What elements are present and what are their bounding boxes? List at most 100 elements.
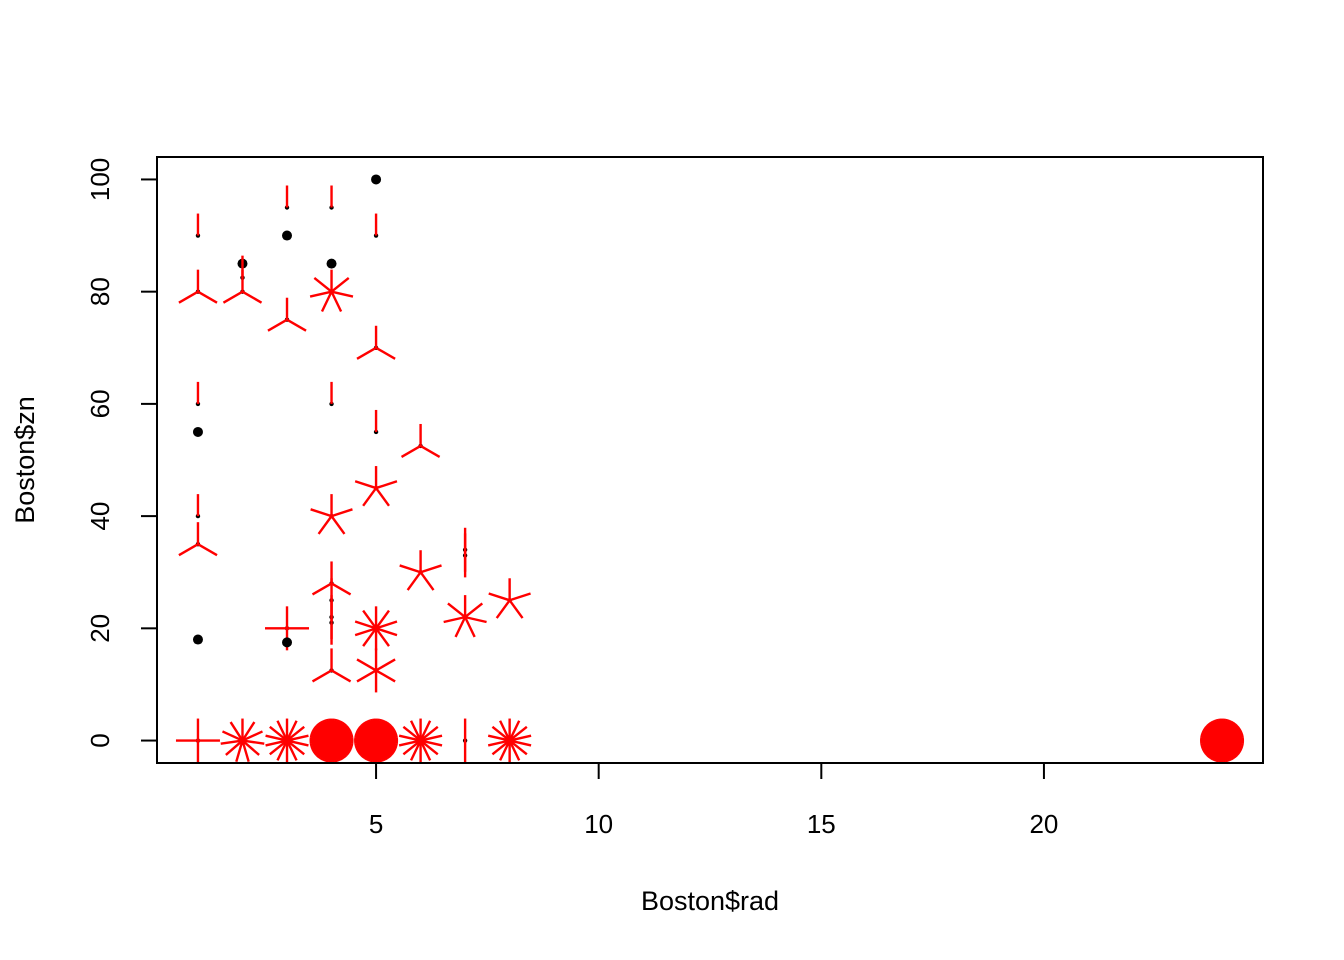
y-tick-label: 60 — [85, 389, 115, 418]
sunflower-point — [267, 297, 307, 332]
sunflower-petal — [419, 720, 432, 742]
sunflower-point — [354, 718, 399, 763]
sunflower-petal — [1220, 718, 1226, 741]
sunflower-petal — [375, 627, 390, 647]
sunflower-petal — [509, 739, 532, 747]
sunflower-petal — [178, 543, 199, 557]
sunflower-petal — [265, 734, 288, 742]
sunflower-petal — [362, 627, 378, 647]
sunflower-petal — [409, 720, 422, 742]
sunflower-petal — [330, 277, 350, 293]
sunflower-petal — [491, 725, 511, 742]
data-marks-group — [175, 174, 1245, 763]
sunflower-petal — [235, 740, 244, 763]
sunflower-petal — [402, 725, 422, 742]
sunflower-petal — [400, 444, 422, 459]
x-axis-label: Boston$rad — [641, 886, 779, 916]
sunflower-petal — [402, 739, 422, 756]
sunflower-petal — [495, 599, 511, 619]
sunflower-petal — [320, 291, 333, 313]
sunflower-petal — [241, 740, 250, 763]
sunflower-point — [282, 637, 293, 648]
sunflower-petal — [229, 721, 244, 742]
sunflower-petal — [488, 592, 511, 602]
sunflower-point — [192, 426, 203, 437]
sunflower-petal — [356, 346, 377, 360]
sunflower-petal — [420, 564, 442, 574]
sunflower-point — [329, 185, 334, 210]
sunflower-point — [398, 718, 443, 763]
sunflower-petal — [330, 291, 343, 313]
sunflower-point — [178, 269, 218, 304]
sunflower-petal — [375, 627, 398, 637]
x-tick-label: 10 — [584, 809, 613, 839]
sunflower-point — [282, 230, 293, 241]
sunflower-point — [175, 718, 220, 763]
sunflower-petal — [454, 616, 467, 638]
sunflower-point — [195, 381, 201, 407]
sunflower-petal — [508, 739, 528, 756]
sunflower-petal — [356, 669, 377, 683]
sunflower-petal — [375, 487, 390, 507]
sunflower-petal — [362, 609, 378, 630]
sunflower-petal — [241, 730, 263, 742]
sunflower-petal — [225, 739, 244, 756]
sunflower-point — [311, 648, 352, 683]
y-tick-label: 40 — [85, 502, 115, 531]
sunflower-petal — [375, 480, 398, 490]
y-tick-label: 0 — [85, 733, 115, 747]
sunflower-petal — [317, 515, 333, 535]
sunflower-petal — [420, 734, 443, 742]
y-axis-label: Boston$zn — [10, 396, 40, 524]
sunflower-petal — [374, 718, 380, 741]
sunflower-point — [488, 578, 531, 619]
sunflower-petal — [178, 290, 199, 304]
sunflower-petal — [354, 620, 377, 630]
y-tick-label: 20 — [85, 614, 115, 643]
sunflower-petal — [464, 616, 476, 638]
sunflower-petal — [398, 734, 421, 742]
sunflower-petal — [409, 740, 422, 761]
sunflower-petal — [221, 730, 243, 742]
sunflower-petal — [508, 599, 524, 619]
data-point — [192, 426, 203, 437]
sunflower-petal — [508, 720, 521, 742]
sunflower-petal — [197, 290, 218, 304]
sunflower-petal — [419, 739, 439, 756]
sunflower-petal — [419, 740, 432, 761]
x-tick-label: 15 — [807, 809, 836, 839]
sunflower-point — [178, 522, 218, 557]
sunflower-petal — [267, 318, 288, 332]
sunflower-point — [265, 718, 309, 763]
sunflower-petal — [464, 602, 484, 619]
sunflower-point — [192, 634, 203, 645]
sunflower-petal — [309, 290, 332, 298]
sunflower-petal — [265, 739, 288, 747]
sunflower-petal — [375, 620, 398, 630]
y-tick-label: 80 — [85, 277, 115, 306]
sunflower-point — [399, 550, 442, 591]
sunflower-petal — [286, 318, 307, 332]
sunflower-point — [309, 718, 354, 763]
sunflower-petal — [356, 658, 377, 672]
sunflower-petal — [197, 543, 218, 557]
sunflower-petal — [399, 564, 421, 574]
sunflower-petal — [419, 725, 439, 742]
sunflower-point — [443, 595, 487, 638]
sunflower-petal — [362, 487, 378, 507]
sunflower-point — [220, 718, 265, 763]
sunflower-point — [195, 494, 201, 519]
sunflower-petal — [419, 444, 441, 459]
sunflower-petal — [286, 739, 309, 747]
sunflower-point — [373, 409, 379, 435]
sunflower-petal — [286, 739, 305, 756]
sunflower-point — [1200, 718, 1245, 763]
sunflower-petal — [241, 721, 256, 742]
sunflower-petal — [406, 571, 422, 591]
x-tick-label: 20 — [1029, 809, 1058, 839]
sunflower-petal — [499, 720, 511, 742]
sunflower-petal — [487, 734, 510, 742]
sunflower-point — [195, 213, 201, 238]
